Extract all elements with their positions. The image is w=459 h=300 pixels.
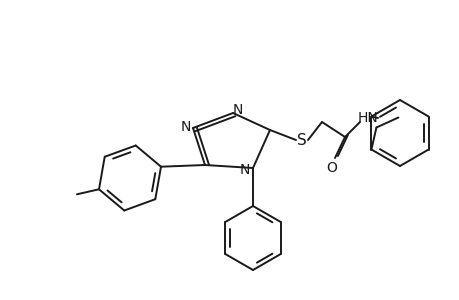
Text: O: O (326, 161, 337, 175)
Text: N: N (239, 163, 250, 177)
Text: N: N (232, 103, 243, 117)
Text: N: N (180, 120, 191, 134)
Text: HN: HN (357, 111, 378, 125)
Text: S: S (297, 133, 306, 148)
